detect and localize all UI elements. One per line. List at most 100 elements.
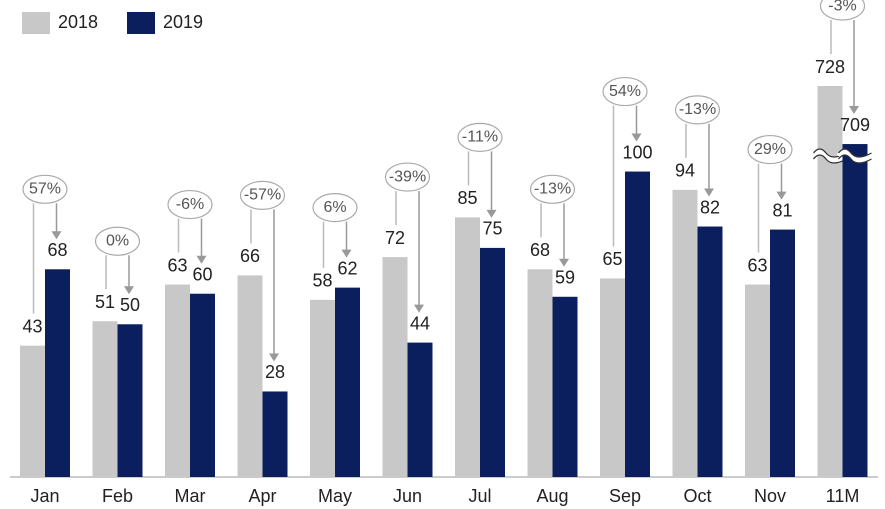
annotation: -57% — [244, 187, 281, 204]
bar — [20, 345, 45, 477]
bar — [625, 171, 650, 477]
annotation-arrow — [414, 304, 424, 313]
annotation-bubble — [674, 95, 721, 125]
annotation-arrow — [124, 286, 134, 295]
annotation-arrow — [631, 133, 642, 142]
bar — [770, 229, 795, 477]
bar — [407, 342, 433, 477]
bar — [190, 293, 215, 477]
value-label: 62 — [337, 258, 357, 278]
bar — [842, 144, 868, 477]
value-label: 72 — [385, 228, 405, 248]
annotation-bubble — [239, 180, 286, 210]
value-label: 28 — [265, 362, 285, 382]
x-tick-label: Sep — [609, 486, 641, 506]
bar — [745, 284, 770, 477]
annotation-arrow — [849, 106, 859, 115]
value-label: 82 — [700, 197, 720, 217]
bar — [455, 217, 480, 477]
bar — [480, 247, 505, 477]
x-tick-label: Jan — [30, 486, 59, 506]
annotation-bubble — [819, 0, 866, 21]
x-tick-label: Aug — [536, 486, 568, 506]
annotation-arrow — [559, 258, 569, 267]
value-label: 100 — [622, 142, 652, 162]
annotation: 0% — [106, 232, 129, 249]
x-tick-label: Jul — [468, 486, 491, 506]
bar — [117, 324, 143, 477]
legend-swatch — [127, 12, 155, 34]
bar — [527, 269, 553, 477]
value-label: 60 — [192, 264, 212, 284]
bar — [92, 321, 118, 477]
legend-swatch — [22, 12, 50, 34]
value-label: 81 — [772, 200, 792, 220]
bar — [310, 299, 335, 477]
bar — [335, 287, 360, 477]
annotation-arrow — [269, 353, 279, 362]
value-label: 85 — [457, 188, 477, 208]
annotation: -3% — [828, 0, 856, 14]
annotation: -39% — [389, 168, 426, 185]
axis-break — [813, 154, 847, 164]
axis-break — [838, 154, 872, 164]
annotation: 57% — [29, 181, 61, 198]
annotation: -13% — [679, 101, 716, 118]
annotation-arrow — [704, 188, 714, 197]
x-tick-label: Feb — [102, 486, 133, 506]
annotation-arrow — [196, 255, 207, 264]
bar — [45, 269, 70, 477]
annotation-bubble — [457, 122, 503, 152]
x-tick-label: Oct — [683, 486, 711, 506]
annotation-arrow — [51, 231, 62, 240]
annotation: 6% — [323, 199, 346, 216]
value-label: 63 — [747, 255, 767, 275]
annotation-bubble — [167, 189, 213, 220]
value-label: 728 — [815, 57, 845, 77]
x-tick-label: Mar — [175, 486, 206, 506]
annotation-bubble — [94, 226, 141, 256]
value-label: 44 — [410, 313, 430, 333]
annotation: 54% — [609, 83, 641, 100]
bar — [262, 391, 288, 477]
annotation-arrow — [341, 249, 352, 258]
annotation-bubble — [602, 76, 648, 107]
value-label: 58 — [312, 271, 332, 291]
value-label: 709 — [840, 115, 870, 135]
bar — [817, 86, 843, 477]
bar — [382, 257, 408, 477]
axis-break — [838, 148, 872, 158]
axis-break — [836, 149, 873, 163]
annotation: -11% — [462, 129, 498, 146]
value-label: 68 — [530, 240, 550, 260]
bar — [237, 275, 263, 477]
x-tick-label: Nov — [754, 486, 786, 506]
annotation-bubble — [747, 134, 793, 165]
value-label: 63 — [167, 255, 187, 275]
annotation: -6% — [176, 196, 204, 213]
annotation-arrow — [486, 209, 497, 218]
x-tick-label: 11M — [826, 486, 860, 506]
annotation-bubble — [529, 174, 576, 204]
bar — [600, 278, 625, 477]
x-tick-label: May — [318, 486, 352, 506]
bar — [697, 226, 723, 477]
annotation-bubble — [312, 193, 358, 223]
bar — [165, 284, 190, 477]
value-label: 75 — [482, 219, 502, 239]
value-label: 50 — [120, 295, 140, 315]
bar — [672, 189, 698, 477]
bar — [552, 296, 578, 477]
annotation: 29% — [754, 141, 786, 158]
value-label: 66 — [240, 246, 260, 266]
annotation-bubble — [22, 174, 68, 204]
annotation-arrow — [776, 191, 787, 200]
value-label: 59 — [555, 268, 575, 288]
legend-label: 2019 — [163, 12, 203, 32]
annotation: -13% — [534, 181, 571, 198]
value-label: 68 — [47, 240, 67, 260]
annotation-bubble — [384, 162, 431, 192]
value-label: 65 — [602, 249, 622, 269]
value-label: 94 — [675, 161, 695, 181]
